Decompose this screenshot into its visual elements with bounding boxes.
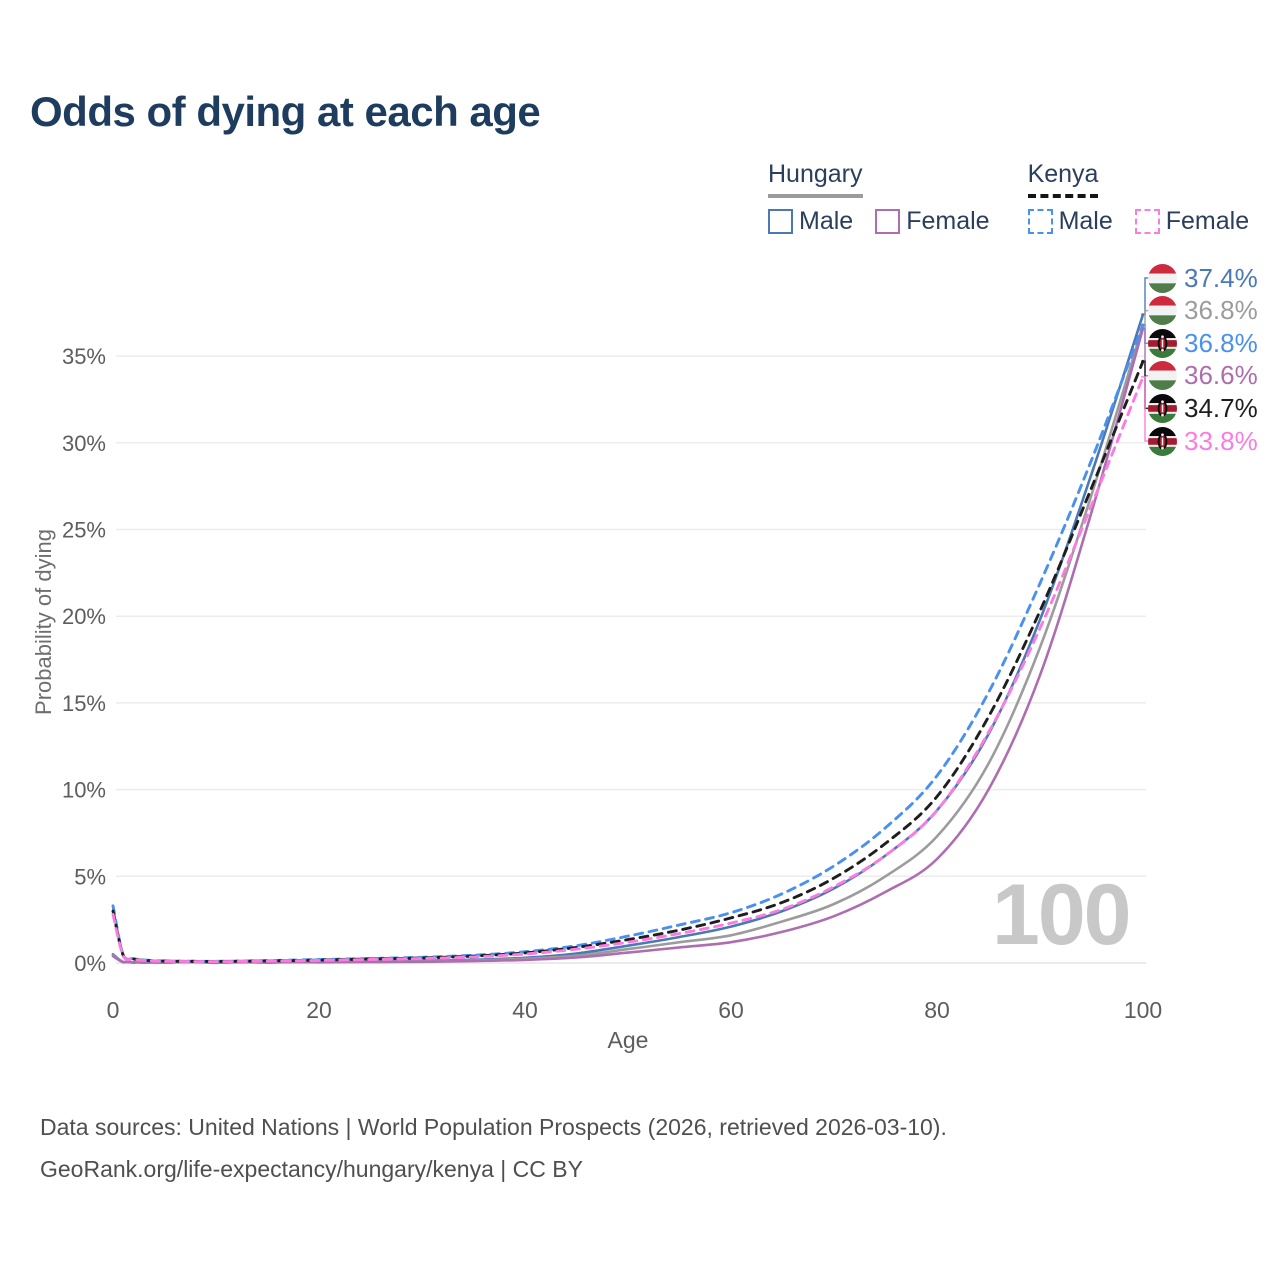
kenya-flag-icon	[1148, 328, 1177, 358]
x-tick-100: 100	[1124, 997, 1162, 1023]
end-label-kenya-both: 34.7%	[1148, 392, 1258, 424]
hungary-female-swatch-icon	[875, 209, 901, 234]
legend-item-kenya-male[interactable]: Male	[1027, 207, 1113, 236]
legend-item-label: Male	[1058, 207, 1113, 235]
y-tick-25: 25%	[62, 518, 106, 543]
kenya-female-swatch-icon	[1134, 209, 1160, 234]
end-value: 36.8%	[1184, 295, 1258, 326]
legend-item-kenya-female[interactable]: Female	[1134, 207, 1250, 236]
kenya-flag-icon	[1148, 426, 1177, 456]
connector-hungary-female	[1141, 327, 1150, 377]
footer-data-sources: Data sources: United Nations | World Pop…	[40, 1114, 947, 1140]
series-line-hungary-both[interactable]	[111, 323, 1145, 965]
y-tick-20: 20%	[62, 604, 106, 629]
x-tick-60: 60	[718, 997, 744, 1023]
end-label-hungary-both: 36.8%	[1148, 295, 1258, 327]
legend-group-hungary: Hungary Male Female	[768, 160, 990, 236]
legend-country-kenya-label: Kenya	[1027, 160, 1099, 198]
footer-attribution: GeoRank.org/life-expectancy/hungary/keny…	[40, 1156, 583, 1182]
hungary-flag-icon	[1148, 263, 1177, 293]
end-value: 33.8%	[1184, 425, 1258, 456]
y-tick-0: 0%	[74, 951, 106, 976]
x-tick-20: 20	[306, 997, 332, 1023]
hungary-flag-icon	[1148, 296, 1177, 326]
legend-item-label: Female	[906, 207, 990, 235]
kenya-flag-icon	[1148, 393, 1177, 423]
series-line-hungary-male[interactable]	[111, 313, 1145, 965]
x-axis-title: Age	[607, 1027, 649, 1053]
legend-item-label: Female	[1165, 207, 1250, 235]
series-line-kenya-male[interactable]	[111, 323, 1145, 963]
data-series-lines	[111, 313, 1145, 965]
x-tick-80: 80	[924, 997, 950, 1023]
footer: Data sources: United Nations | World Pop…	[40, 1106, 947, 1190]
end-label-kenya-female: 33.8%	[1148, 425, 1258, 457]
x-tick-40: 40	[512, 997, 538, 1023]
legend-item-label: Male	[799, 207, 854, 235]
connector-hungary-male	[1141, 277, 1150, 316]
legend-group-kenya: Kenya Male Female	[1027, 160, 1250, 236]
kenya-male-swatch-icon	[1027, 209, 1053, 234]
y-axis-title: Probability of dying	[31, 529, 56, 715]
end-value: 34.7%	[1184, 392, 1258, 423]
legend-country-hungary[interactable]: Hungary	[768, 160, 990, 198]
connector-kenya-female	[1141, 376, 1150, 442]
y-tick-30: 30%	[62, 431, 106, 456]
series-line-kenya-female[interactable]	[111, 375, 1145, 964]
x-tick-0: 0	[107, 997, 120, 1023]
y-tick-5: 5%	[74, 864, 106, 889]
gridlines	[116, 355, 1146, 964]
y-tick-15: 15%	[62, 691, 106, 716]
series-line-kenya-both[interactable]	[111, 359, 1145, 963]
end-label-hungary-female: 36.6%	[1148, 360, 1258, 392]
series-line-hungary-female[interactable]	[111, 327, 1145, 965]
page-title: Odds of dying at each age	[30, 88, 541, 135]
y-tick-35: 35%	[62, 344, 106, 369]
end-label-kenya-male: 36.8%	[1148, 327, 1258, 359]
legend-item-hungary-female[interactable]: Female	[875, 207, 990, 236]
hungary-flag-icon	[1148, 361, 1177, 391]
legend-item-hungary-male[interactable]: Male	[768, 207, 853, 236]
end-value: 37.4%	[1184, 262, 1258, 293]
end-value: 36.6%	[1184, 360, 1258, 391]
y-axis-tick-labels: 0% 5% 10% 15% 20% 25% 30% 35%	[62, 344, 106, 976]
end-label-hungary-male: 37.4%	[1148, 262, 1258, 294]
age-watermark: 100	[992, 867, 1131, 963]
legend-country-kenya[interactable]: Kenya	[1027, 160, 1250, 198]
legend-country-hungary-label: Hungary	[768, 160, 863, 198]
y-tick-10: 10%	[62, 778, 106, 803]
end-value: 36.8%	[1184, 327, 1258, 358]
legend: Hungary Male Female Kenya Male Female	[768, 160, 1249, 236]
end-label-connectors	[1141, 277, 1150, 442]
x-axis-tick-labels: 0 20 40 60 80 100	[107, 997, 1163, 1023]
hungary-male-swatch-icon	[768, 209, 793, 234]
